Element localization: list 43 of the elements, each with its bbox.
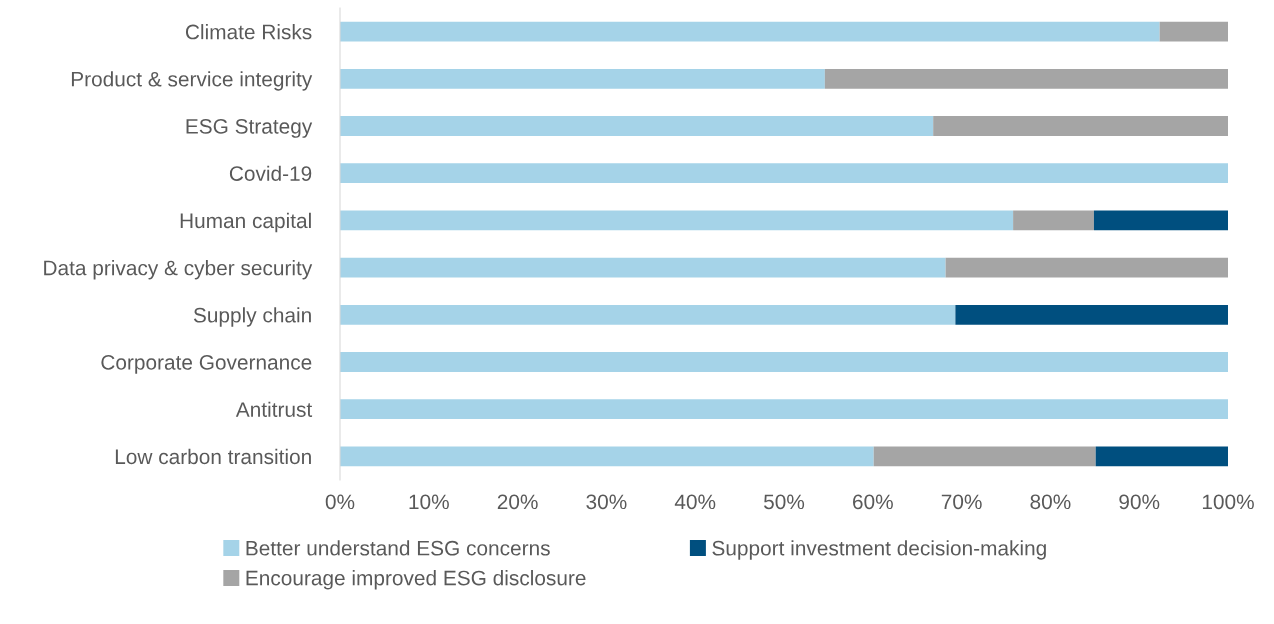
x-tick-label: 60% (853, 494, 893, 510)
bar (933, 116, 1228, 136)
bar (1159, 21, 1228, 42)
y-tick-label: Supply chain (193, 307, 311, 327)
bar (340, 68, 825, 89)
y-tick-label: Corporate Governance (101, 355, 312, 374)
x-tick-label: 80% (1030, 494, 1071, 510)
bar (340, 163, 1228, 184)
bar (340, 116, 934, 136)
y-tick-label: Product & service integrity (71, 71, 313, 91)
x-tick-label: 40% (674, 494, 716, 510)
y-tick-label: Antitrust (235, 401, 313, 417)
x-tick-label: 50% (763, 494, 805, 510)
bar (1095, 446, 1228, 467)
bar (824, 68, 1228, 89)
x-tick-label: 20% (497, 494, 538, 510)
y-tick-label: ESG Strategy (186, 119, 313, 138)
bar (340, 304, 956, 325)
bar (945, 257, 1228, 278)
x-tick-label: 100% (1202, 494, 1254, 510)
bar (340, 210, 1014, 231)
bar (1093, 210, 1228, 231)
y-tick-label: Data privacy & cyber security (44, 260, 313, 280)
legend-label: Support investment decision-making (712, 540, 1046, 560)
bar (340, 399, 1228, 420)
bar (955, 304, 1228, 325)
y-tick-label: Human capital (180, 212, 311, 233)
legend-label: Encourage improved ESG disclosure (246, 570, 586, 590)
x-tick-label: 10% (409, 494, 449, 510)
y-tick-label: Covid-19 (229, 165, 312, 181)
bar (1013, 210, 1094, 231)
bar (340, 21, 1160, 42)
x-tick-label: 0% (325, 494, 355, 510)
bar (340, 352, 1228, 372)
x-tick-label: 30% (586, 494, 627, 510)
y-tick-label: Low carbon transition (115, 448, 311, 465)
y-tick-label: Climate Risks (185, 24, 312, 40)
x-tick-label: 70% (941, 494, 982, 510)
legend-label: Better understand ESG concerns (246, 540, 550, 556)
x-tick-label: 90% (1119, 494, 1160, 510)
bar (873, 446, 1096, 467)
bar (340, 446, 874, 467)
bar (340, 257, 946, 278)
